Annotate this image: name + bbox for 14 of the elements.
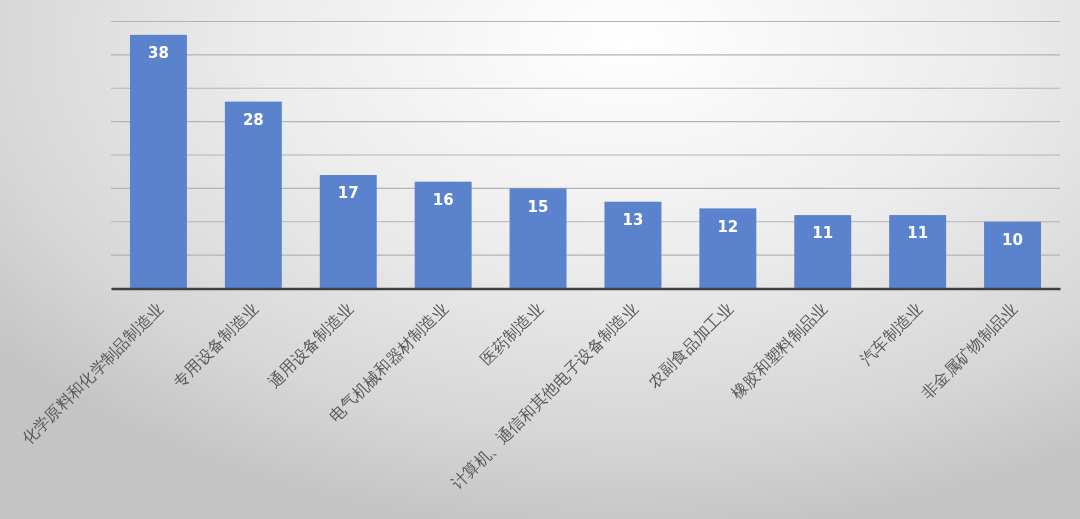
data-label: 12 <box>717 217 739 236</box>
data-label: 15 <box>527 197 549 216</box>
x-tick-label: 专用设备制造业 <box>170 299 262 391</box>
x-tick-label: 医药制造业 <box>477 299 547 369</box>
data-label: 17 <box>337 184 359 203</box>
data-label: 28 <box>242 110 264 129</box>
data-label: 13 <box>622 210 644 229</box>
data-label: 11 <box>812 224 834 243</box>
data-label: 10 <box>1002 231 1023 249</box>
data-label: 38 <box>148 44 169 63</box>
x-tick-label: 化学原料和化学制品制造业 <box>18 299 167 448</box>
data-label: 16 <box>432 190 454 209</box>
data-label: 11 <box>907 224 929 243</box>
x-tick-label: 汽车制造业 <box>857 299 926 369</box>
